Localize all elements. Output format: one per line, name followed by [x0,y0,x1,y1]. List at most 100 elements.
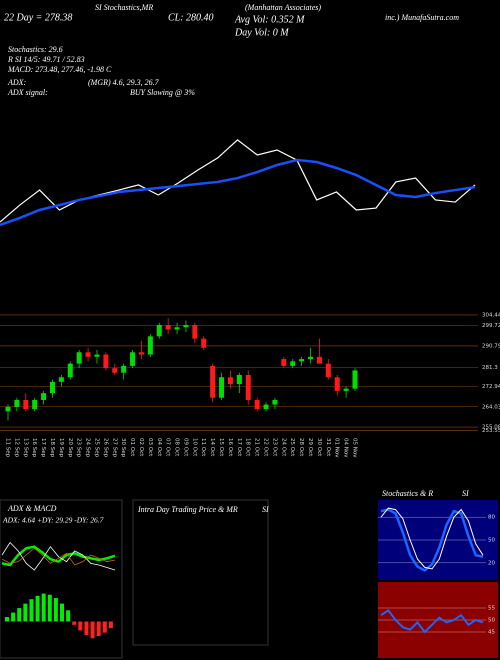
candle-body [183,325,189,328]
y-tick-label: 80 [488,515,495,521]
candle-body [227,377,233,385]
x-tick-label: 24 Oct [280,438,286,457]
candle-body [121,365,127,373]
x-tick-label: 29 Oct [307,438,313,457]
x-tick-label: 23 Oct [271,438,277,457]
candle-body [299,359,305,362]
x-tick-label: 31 Oct [325,438,331,457]
macd-bar [90,621,95,639]
x-tick-label: 25 Sep [93,438,99,458]
candle-body [290,361,296,366]
header-text: Day Vol: 0 M [234,27,289,38]
y2-tick-label: 50 [488,618,495,624]
x-tick-label: 14 Oct [209,438,215,457]
panel-title: SI [462,489,469,498]
y-tick-label: 272.94 [482,384,500,390]
macd-bar [60,603,64,622]
y2-tick-label: 45 [488,630,495,636]
y-tick-label: 290.79 [482,343,500,349]
macd-bar [66,610,71,622]
macd-bar [53,598,58,622]
candle-body [49,381,55,394]
x-tick-label: 13 Sep [22,438,28,458]
macd-bar [102,621,107,633]
y2-tick-label: 55 [488,606,495,612]
y-tick-label: 281.3 [482,365,498,371]
macd-bar [23,603,28,622]
x-tick-label: 09 Oct [182,438,188,457]
intraday-panel [132,499,269,646]
header-text: ADX signal: [7,88,48,97]
x-tick-label: 30 Oct [316,438,322,457]
candle-body [281,359,287,366]
candle-body [94,354,100,357]
x-tick-label: 11 Sep [5,438,11,458]
header-text: MACD: 273.48, 277.46, -1.98 C [7,65,112,74]
candle-body [325,363,331,378]
line-series [0,158,476,227]
x-tick-label: 02 Oct [138,438,144,457]
header-text: (Manhattan Associates) [245,3,321,12]
header-text: inc.) MunafaSutra.com [385,13,459,22]
x-tick-label: 01 Nov [334,438,340,458]
x-tick-label: 04 Nov [343,438,349,458]
candle-body [156,325,162,337]
line-series [380,507,484,570]
candle-body [165,325,171,330]
header-text: ADX: [7,78,27,87]
macd-bar [78,621,83,631]
header-text: 22 Day = 278.38 [4,12,72,23]
header-text: CL: 280.40 [168,12,214,23]
candle-body [58,377,64,382]
y-tick-label: 50 [488,538,495,544]
macd-bar [35,595,40,622]
x-tick-label: 19 Sep [58,438,64,458]
header-text: (MGR) 4.6, 29.3, 26.7 [88,78,160,87]
y-tick-label: 264.03 [482,404,500,410]
candle-body [272,400,278,405]
x-tick-label: 11 Oct [200,438,206,457]
candle-body [138,352,144,355]
x-tick-label: 08 Oct [174,438,180,457]
header-text: Avg Vol: 0.352 M [234,14,305,25]
macd-bar [72,621,77,625]
x-tick-label: 07 Oct [165,438,171,457]
x-tick-label: 18 Sep [49,438,55,458]
candle-body [219,377,225,398]
panel-title: Intra Day Trading Price & MR [137,505,238,514]
macd-bar [47,594,52,622]
candle-body [112,368,118,373]
y-tick-label: 20 [488,560,495,566]
x-tick-label: 26 Sep [102,438,108,458]
candle-body [210,365,216,398]
x-tick-label: 25 Oct [289,438,295,457]
x-tick-label: 17 Sep [40,438,46,458]
y-tick-label: 299.72 [482,323,500,329]
line-series [380,508,484,572]
x-tick-label: 01 Oct [129,438,135,457]
x-tick-label: 05 Nov [352,438,358,458]
x-tick-label: 18 Oct [245,438,251,457]
x-tick-label: 04 Oct [156,438,162,457]
candle-body [192,325,198,339]
macd-bar [29,599,34,622]
header-text: R SI 14/5: 49.71 / 52.83 [7,55,85,64]
candle-body [334,377,340,391]
candle-body [343,388,349,391]
x-tick-label: 17 Oct [236,438,242,457]
candle-body [5,406,11,412]
y-tick-label: 253.55 [482,428,500,434]
x-tick-label: 21 Oct [254,438,260,457]
x-tick-label: 30 Sep [120,438,126,458]
panel-title: ADX & MACD [7,504,57,513]
panel-label: ADX: 4.64 +DY: 29.29 -DY: 26.7 [2,516,104,525]
candle-body [174,327,180,330]
line-series [380,609,484,634]
x-tick-label: 24 Sep [85,438,91,458]
x-tick-label: 27 Sep [111,438,117,458]
macd-bar [17,608,22,622]
candle-body [85,352,91,357]
header-text: SI Stochastics,MR [95,3,153,12]
y-tick-label: 304.44 [482,312,500,318]
